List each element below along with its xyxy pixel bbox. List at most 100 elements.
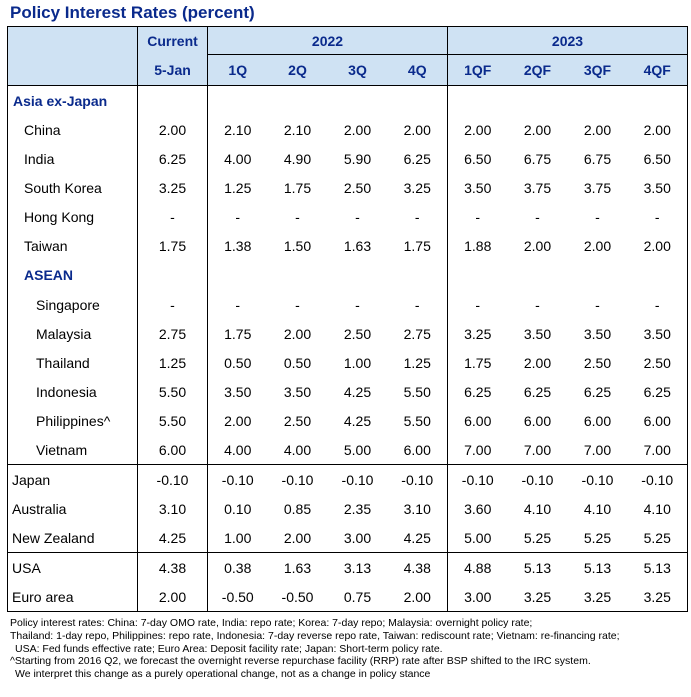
footnote-line: Thailand: 1-day repo, Philippines: repo … [10, 629, 620, 642]
header-quarter: 1Q [207, 54, 268, 86]
current-rate-cell: 2.75 [137, 319, 208, 349]
rate-cell: 1.25 [224, 180, 252, 196]
rate-cell: 3.25 [507, 582, 568, 612]
rate-cell: 3.60 [464, 501, 492, 517]
rate-cell: 7.00 [627, 435, 688, 465]
rate-cell: 3.50 [523, 326, 552, 342]
rate-cell: - [355, 296, 360, 313]
table-row: Thailand 1.25 0.50 0.50 1.00 1.25 1.75 2.00 2.50… [7, 348, 688, 378]
current-rate-cell: -0.10 [137, 464, 208, 495]
footnote-line: Policy interest rates: China: 7-day OMO … [10, 617, 533, 629]
rate-cell: -0.10 [521, 471, 554, 488]
rate-cell: 3.00 [447, 582, 508, 612]
current-rate-cell: - [137, 289, 208, 320]
header-current: Current [137, 26, 208, 55]
rate-cell: 5.25 [627, 523, 688, 553]
header-current-date: 5-Jan [137, 54, 208, 86]
country-name: Thailand [7, 348, 138, 378]
table-row: Australia 3.10 0.10 0.85 2.35 3.10 3.60 4.10 4.1… [7, 494, 688, 524]
rate-cell: 7.00 [567, 435, 628, 465]
rate-cell: - [535, 296, 540, 313]
section-row: ASEAN [7, 260, 688, 290]
rate-cell: 2.50 [343, 180, 372, 196]
rate-cell: 2.00 [387, 115, 448, 145]
country-name: India [7, 144, 138, 174]
rate-cell: 0.50 [283, 355, 312, 371]
table-title: Policy Interest Rates (percent) [10, 3, 255, 22]
rate-cell: 3.13 [343, 559, 372, 576]
rate-cell: -0.10 [221, 471, 254, 488]
empty-cell [627, 85, 688, 116]
rate-cell: 4.00 [267, 435, 328, 465]
empty-cell [507, 85, 568, 116]
rate-cell: - [295, 296, 300, 313]
country-name: Australia [7, 494, 138, 524]
empty-cell [328, 261, 388, 290]
rate-cell: - [627, 202, 688, 232]
rate-cell: 4.25 [387, 523, 448, 553]
rate-cell: 3.50 [283, 384, 312, 400]
table-row: Indonesia 5.50 3.50 3.50 4.25 5.50 6.25 6.25 6.2… [7, 377, 688, 407]
rate-cell: 2.00 [224, 413, 252, 429]
current-rate-cell: 3.10 [137, 494, 208, 524]
table-row: Taiwan 1.75 1.38 1.50 1.63 1.75 1.88 2.00 2.00 2.… [7, 231, 688, 261]
rate-cell: 2.50 [283, 413, 312, 429]
country-name: Hong Kong [7, 202, 138, 232]
rate-cell: 2.50 [627, 348, 688, 378]
footnote-line: USA: Fed funds effective rate; Euro Area… [15, 642, 443, 655]
rate-cell: - [595, 296, 600, 313]
rate-cell: 3.25 [464, 326, 492, 342]
rate-cell: 1.50 [283, 238, 312, 254]
rate-cell: 3.75 [583, 180, 612, 196]
country-name: Indonesia [7, 377, 138, 407]
rate-cell: 2.00 [387, 582, 448, 612]
country-name: China [7, 115, 138, 145]
footnote-line: ^Starting from 2016 Q2, we forecast the … [10, 655, 591, 668]
rate-cell: 2.00 [343, 122, 372, 138]
rate-cell: 7.00 [507, 435, 568, 465]
empty-cell [268, 261, 328, 290]
rate-cell: 1.75 [224, 326, 252, 342]
current-rate-cell: 6.00 [137, 435, 208, 465]
rate-cell: 3.25 [567, 582, 628, 612]
empty-cell [567, 85, 628, 116]
country-name: New Zealand [7, 523, 138, 553]
rate-cell: 6.00 [627, 406, 688, 436]
rate-cell: 5.50 [387, 377, 448, 407]
rate-cell: -0.10 [341, 471, 374, 488]
policy-rates-table: Current 2022 2023 5-Jan 1Q 2Q 3Q 4Q 1QF … [7, 26, 688, 612]
footnotes: Policy interest rates: China: 7-day OMO … [10, 617, 620, 681]
rate-cell: 2.00 [523, 122, 552, 138]
rate-cell: 5.00 [447, 523, 508, 553]
rate-cell: 3.50 [583, 326, 612, 342]
current-rate-cell: 5.50 [137, 377, 208, 407]
rate-cell: 2.00 [583, 122, 612, 138]
country-name: Philippines^ [7, 406, 138, 436]
rate-cell: 6.00 [387, 435, 448, 465]
rate-cell: 4.10 [583, 501, 612, 517]
rate-cell: 2.00 [583, 238, 612, 254]
rate-cell: - [355, 209, 360, 225]
rate-cell: 6.00 [464, 413, 492, 429]
rate-cell: -0.10 [627, 464, 688, 495]
rate-cell: 2.00 [627, 231, 688, 261]
rate-cell: 6.50 [464, 151, 492, 167]
current-rate-cell: 5.50 [137, 406, 208, 436]
current-rate-cell: 6.25 [137, 144, 208, 174]
header-blank-cell [7, 26, 138, 55]
rate-cell: -0.50 [207, 582, 268, 612]
table-row: New Zealand 4.25 1.00 2.00 3.00 4.25 5.00 5.25 5… [7, 523, 688, 553]
header-quarter: 3Q [327, 54, 388, 86]
current-rate-cell: 2.00 [137, 115, 208, 145]
rate-cell: 4.90 [283, 151, 312, 167]
empty-cell [267, 85, 328, 116]
rate-cell: 3.50 [224, 384, 252, 400]
rate-cell: 7.00 [447, 435, 508, 465]
empty-cell [327, 85, 388, 116]
table-row: USA 4.38 0.38 1.63 3.13 4.38 4.88 5.13 5.13 5.13 [7, 552, 688, 583]
current-rate-cell: 2.00 [137, 582, 208, 612]
header-blank-cell [7, 54, 138, 86]
rate-cell: -0.10 [281, 471, 314, 488]
header-quarter: 4Q [387, 54, 448, 86]
empty-cell [387, 85, 448, 116]
